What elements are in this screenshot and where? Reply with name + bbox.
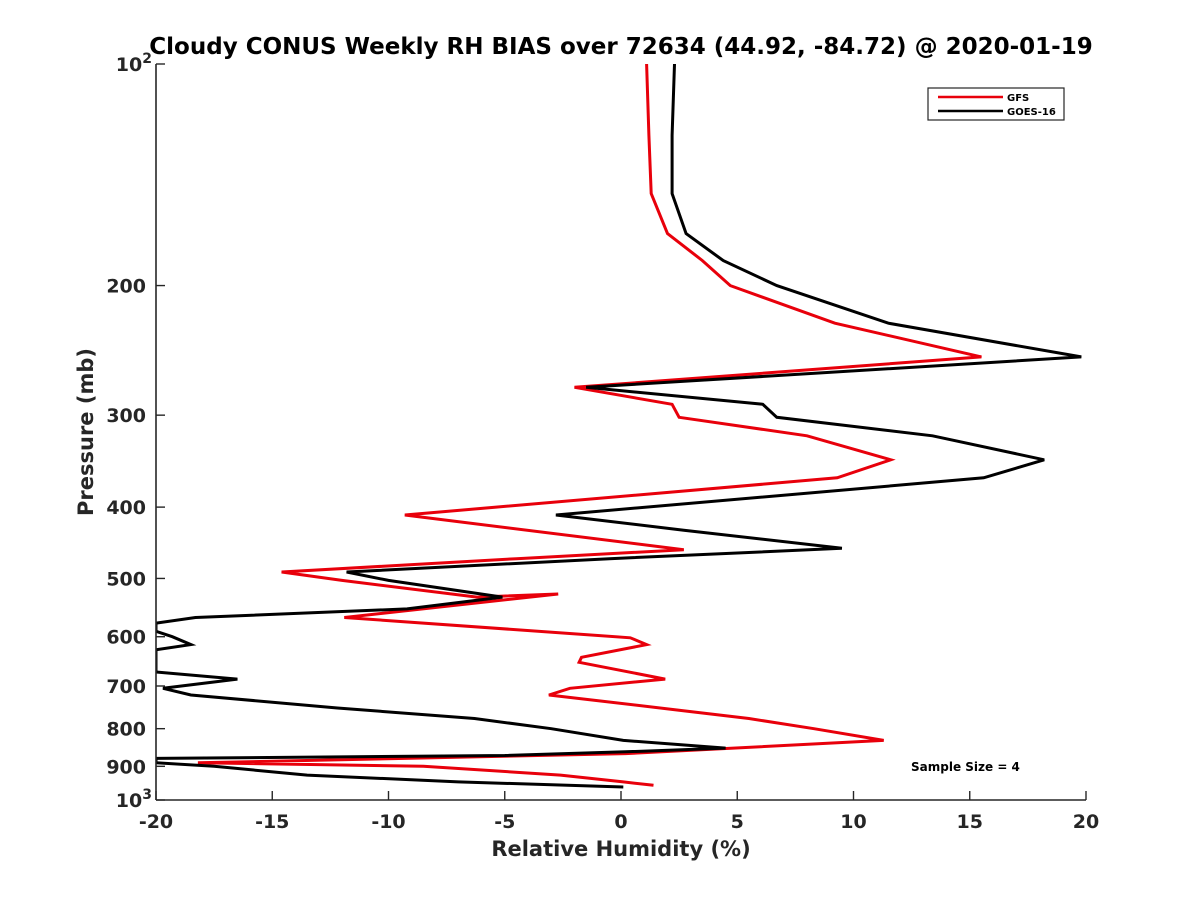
series-line-goes-16 xyxy=(156,64,1082,789)
y-tick-label: 200 xyxy=(106,276,146,298)
y-tick-label: 900 xyxy=(106,756,146,778)
y-axis-label: Pressure (mb) xyxy=(74,348,98,516)
y-tick-label: 800 xyxy=(106,719,146,741)
y-tick-label: 103 xyxy=(116,787,152,812)
chart-title: Cloudy CONUS Weekly RH BIAS over 72634 (… xyxy=(149,34,1092,60)
y-tick-label: 700 xyxy=(106,676,146,698)
legend-box xyxy=(927,87,1065,121)
y-tick-label: 400 xyxy=(106,497,146,519)
legend: GFS GOES-16 xyxy=(927,87,1065,121)
legend-label: GOES-16 xyxy=(1007,107,1056,118)
x-tick-label: -20 xyxy=(139,811,173,833)
x-tick-label: 10 xyxy=(840,811,866,833)
x-tick-label: -10 xyxy=(371,811,405,833)
x-tick-label: 5 xyxy=(731,811,744,833)
legend-label: GFS xyxy=(1007,93,1029,104)
sample-size-annotation: Sample Size = 4 xyxy=(911,760,1020,774)
x-tick-label: 20 xyxy=(1073,811,1099,833)
y-tick-label: 600 xyxy=(106,627,146,649)
series-line-gfs xyxy=(197,64,982,787)
x-tick-label: 15 xyxy=(957,811,983,833)
x-axis-label: Relative Humidity (%) xyxy=(491,837,750,861)
y-tick-label: 102 xyxy=(116,51,152,76)
x-tick-label: -15 xyxy=(255,811,289,833)
y-tick-label: 300 xyxy=(106,405,146,427)
x-tick-label: 0 xyxy=(614,811,627,833)
y-tick-label: 500 xyxy=(106,568,146,590)
x-tick-label: -5 xyxy=(494,811,515,833)
